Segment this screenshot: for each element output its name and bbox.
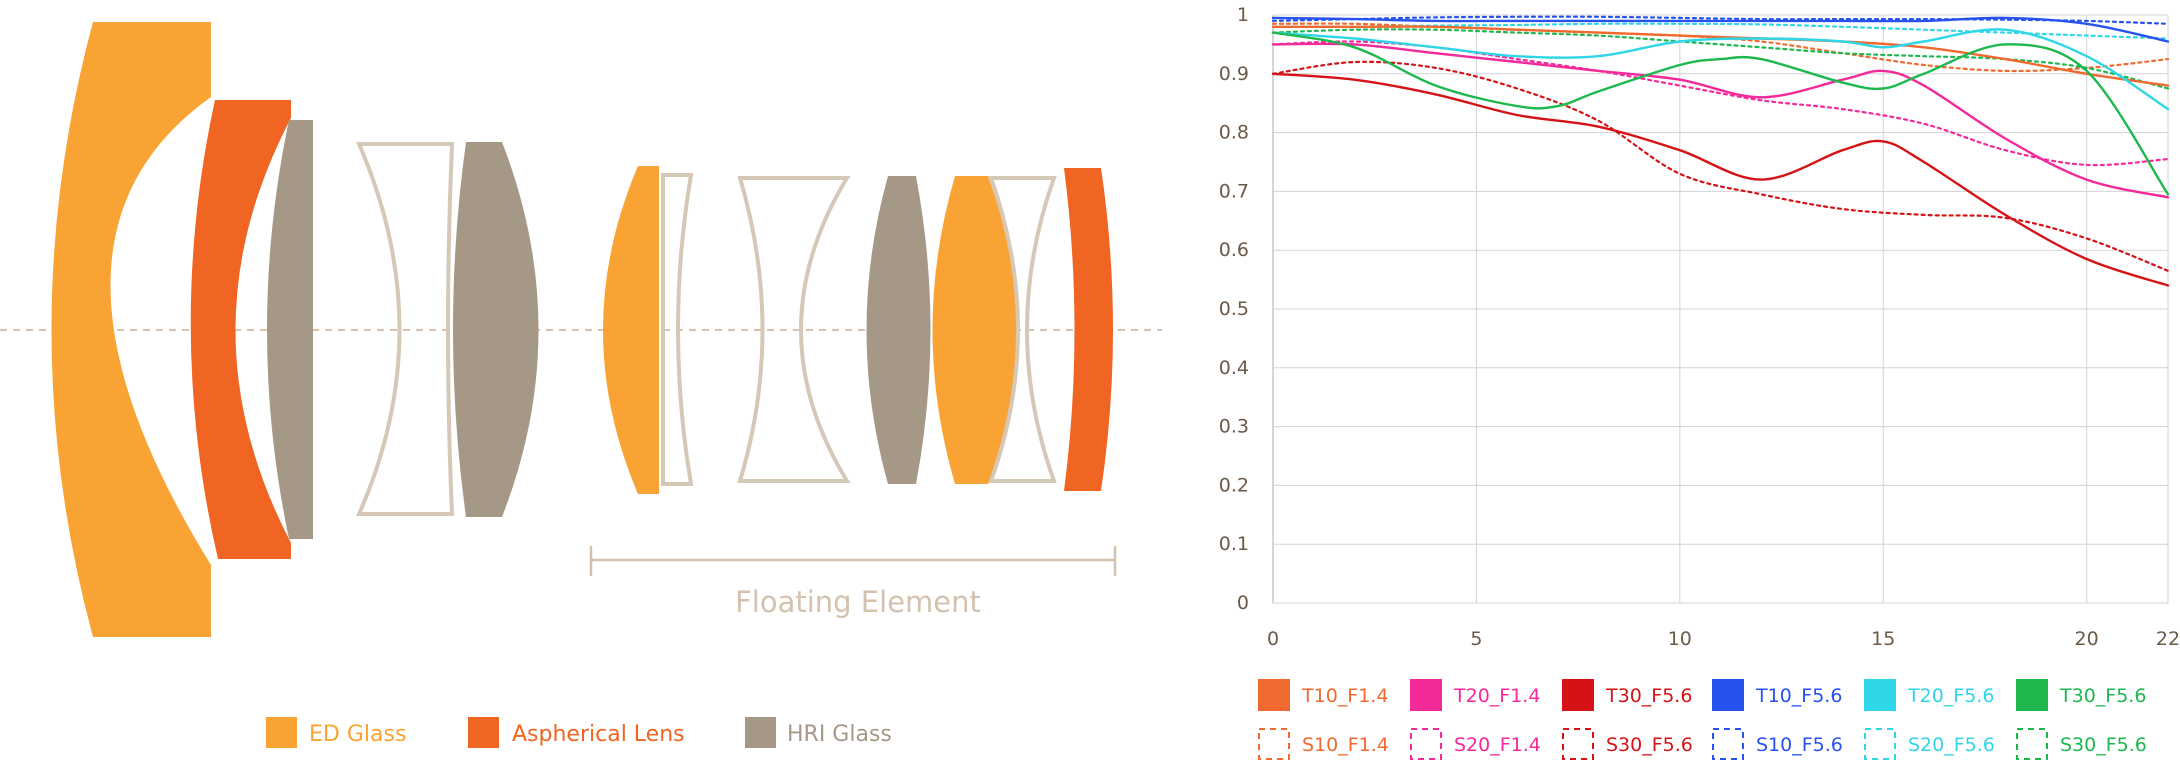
ed-glass-label: ED Glass xyxy=(309,722,406,747)
chart-legend: T10_F1.4 T20_F1.4 T30_F5.6 T10_F5.6 T20_F5.6… xyxy=(1258,679,2147,760)
legend-item-t30-f5-6: T30_F5.6 xyxy=(1562,679,1692,711)
lens-element-10-ed xyxy=(932,176,1017,484)
x-tick-label: 5 xyxy=(1470,628,1482,650)
legend-label: T10_F1.4 xyxy=(1301,685,1388,707)
floating-element-label: Floating Element xyxy=(735,585,981,619)
chart-tick-labels: 00.10.20.30.40.50.60.70.80.910 5 10 15 20 22 xyxy=(1219,4,2180,650)
y-tick-label: 1 xyxy=(1237,4,1249,26)
aspherical-lens-swatch xyxy=(468,717,499,748)
legend-item-t30-f5-6: T30_F5.6 xyxy=(2016,679,2146,711)
legend-swatch-dashed xyxy=(1562,728,1594,760)
legend-item-aspherical-lens: Aspherical Lens xyxy=(468,717,685,748)
x-tick-label: 15 xyxy=(1871,628,1895,650)
legend-label: S20_F5.6 xyxy=(1908,734,1995,756)
y-tick-label: 0.6 xyxy=(1219,239,1249,261)
lens-element-12-aspherical xyxy=(1064,168,1113,491)
y-tick-label: 0.2 xyxy=(1219,474,1249,496)
lens-element-1-ed xyxy=(51,22,211,637)
legend-swatch-dashed xyxy=(1712,728,1744,760)
lens-element-8-outline xyxy=(737,176,851,483)
legend-item-s10-f1-4: S10_F1.4 xyxy=(1258,728,1389,760)
chart-series xyxy=(1271,15,2170,287)
x-tick-label: 0 xyxy=(1267,628,1279,650)
x-tick-label: 22 xyxy=(2156,628,2180,650)
chart-grid xyxy=(1272,14,2169,604)
legend-item-s10-f5-6: S10_F5.6 xyxy=(1712,728,1843,760)
legend-swatch-solid xyxy=(1864,679,1896,711)
lens-element-3-hri xyxy=(267,120,313,539)
y-tick-label: 0.9 xyxy=(1219,63,1249,85)
lens-element-5-hri xyxy=(453,142,539,517)
legend-swatch-solid xyxy=(1712,679,1744,711)
series-line-t10-f5-6-tangential xyxy=(1271,16,2170,43)
legend-item-s20-f5-6: S20_F5.6 xyxy=(1864,728,1995,760)
y-tick-label: 0.8 xyxy=(1219,122,1249,144)
legend-label: S20_F1.4 xyxy=(1454,734,1541,756)
legend-item-s30-f5-6: S30_F5.6 xyxy=(1562,728,1693,760)
floating-element-bracket xyxy=(589,546,1117,576)
x-tick-label: 20 xyxy=(2075,628,2099,650)
ed-glass-swatch xyxy=(266,717,297,748)
legend-label: T10_F5.6 xyxy=(1755,685,1842,707)
hri-glass-label: HRI Glass xyxy=(787,722,892,747)
legend-swatch-dashed xyxy=(1258,728,1290,760)
legend-label: T20_F5.6 xyxy=(1907,685,1994,707)
hri-glass-swatch xyxy=(745,717,776,748)
lens-element-7-outline xyxy=(661,173,694,486)
lens-element-9-hri xyxy=(866,176,931,484)
material-legend: ED Glass Aspherical Lens HRI Glass xyxy=(266,717,892,748)
y-tick-label: 0.7 xyxy=(1219,180,1249,202)
legend-item-s30-f5-6: S30_F5.6 xyxy=(2016,728,2147,760)
lens-element-2-aspherical xyxy=(190,100,291,559)
y-tick-label: 0.5 xyxy=(1219,298,1249,320)
legend-item-t20-f5-6: T20_F5.6 xyxy=(1864,679,1994,711)
legend-item-t10-f5-6: T10_F5.6 xyxy=(1712,679,1842,711)
legend-swatch-dashed xyxy=(1864,728,1896,760)
y-tick-label: 0 xyxy=(1237,592,1249,614)
series-line-t20-f1-4-tangential xyxy=(1271,42,2170,199)
legend-label: S30_F5.6 xyxy=(1606,734,1693,756)
aspherical-lens-label: Aspherical Lens xyxy=(512,722,685,747)
y-tick-label: 0.4 xyxy=(1219,357,1249,379)
legend-label: T20_F1.4 xyxy=(1453,685,1540,707)
legend-swatch-solid xyxy=(2016,679,2048,711)
legend-item-hri-glass: HRI Glass xyxy=(745,717,892,748)
series-line-t30-f5-6-tangential xyxy=(1271,31,2170,196)
legend-swatch-solid xyxy=(1258,679,1290,711)
legend-swatch-dashed xyxy=(2016,728,2048,760)
x-tick-label: 10 xyxy=(1668,628,1692,650)
legend-swatch-solid xyxy=(1562,679,1594,711)
legend-item-t20-f1-4: T20_F1.4 xyxy=(1410,679,1540,711)
legend-swatch-dashed xyxy=(1410,728,1442,760)
series-line-s10-f5-6-sagittal xyxy=(1271,15,2170,25)
legend-label: T30_F5.6 xyxy=(1605,685,1692,707)
lens-element-11-outline xyxy=(988,176,1057,483)
legend-item-t10-f1-4: T10_F1.4 xyxy=(1258,679,1388,711)
lens-diagram: Floating Element ED Glass Aspherical Len… xyxy=(0,22,1162,748)
lens-element-6-ed xyxy=(603,166,659,494)
series-line-t20-f5-6-tangential xyxy=(1271,28,2170,111)
legend-swatch-solid xyxy=(1410,679,1442,711)
legend-label: T30_F5.6 xyxy=(2059,685,2146,707)
legend-label: S10_F5.6 xyxy=(1756,734,1843,756)
series-line-t30-f5-6-tangential xyxy=(1271,72,2170,287)
y-tick-label: 0.1 xyxy=(1219,533,1249,555)
legend-label: S10_F1.4 xyxy=(1302,734,1389,756)
legend-item-ed-glass: ED Glass xyxy=(266,717,406,748)
mtf-chart: 00.10.20.30.40.50.60.70.80.910 5 10 15 20 22 … xyxy=(1219,4,2180,760)
legend-label: S30_F5.6 xyxy=(2060,734,2147,756)
y-tick-label: 0.3 xyxy=(1219,416,1249,438)
legend-item-s20-f1-4: S20_F1.4 xyxy=(1410,728,1541,760)
lens-element-4-outline xyxy=(355,142,455,516)
series-line-t10-f1-4-tangential xyxy=(1271,25,2170,87)
